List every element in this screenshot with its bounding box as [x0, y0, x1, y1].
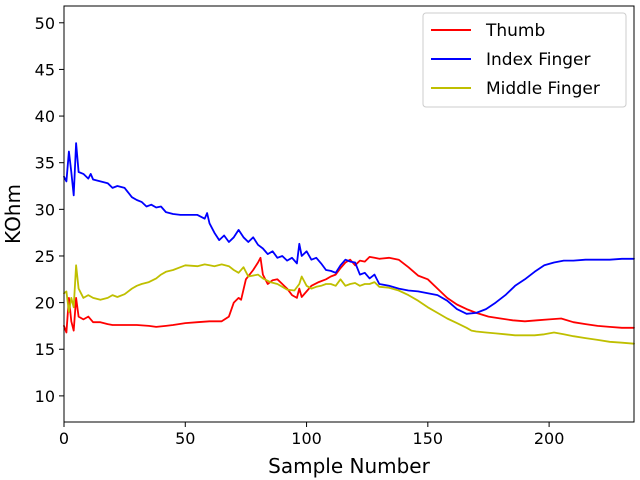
- y-tick-label: 45: [35, 60, 55, 79]
- y-tick-label: 50: [35, 14, 55, 33]
- x-tick-label: 50: [175, 429, 195, 448]
- plot-lines: [63, 142, 635, 345]
- legend-label-2: Middle Finger: [486, 79, 600, 99]
- y-axis: 10 15 20 25 30 35 40 45 50: [35, 14, 64, 406]
- y-tick-label: 15: [35, 340, 55, 359]
- legend-label-1: Index Finger: [486, 50, 590, 70]
- y-tick-label: 25: [35, 247, 55, 266]
- legend: Thumb Index Finger Middle Finger: [422, 12, 627, 108]
- legend-box: [422, 12, 627, 108]
- x-tick-label: 100: [291, 429, 322, 448]
- y-axis-title: KOhm: [1, 184, 25, 244]
- y-tick-label: 10: [35, 387, 55, 406]
- y-tick-label: 35: [35, 154, 55, 173]
- series-line-2: [63, 263, 635, 345]
- y-tick-label: 30: [35, 200, 55, 219]
- y-tick-label: 40: [35, 107, 55, 126]
- x-tick-label: 150: [413, 429, 444, 448]
- plot-frame: [63, 5, 635, 423]
- legend-label-0: Thumb: [485, 21, 545, 41]
- x-tick-label: 0: [59, 429, 69, 448]
- x-axis: 0 50 100 150 200: [59, 422, 564, 448]
- x-tick-label: 200: [534, 429, 565, 448]
- y-tick-label: 20: [35, 294, 55, 313]
- series-line-1: [63, 142, 635, 315]
- x-axis-title: Sample Number: [268, 454, 430, 478]
